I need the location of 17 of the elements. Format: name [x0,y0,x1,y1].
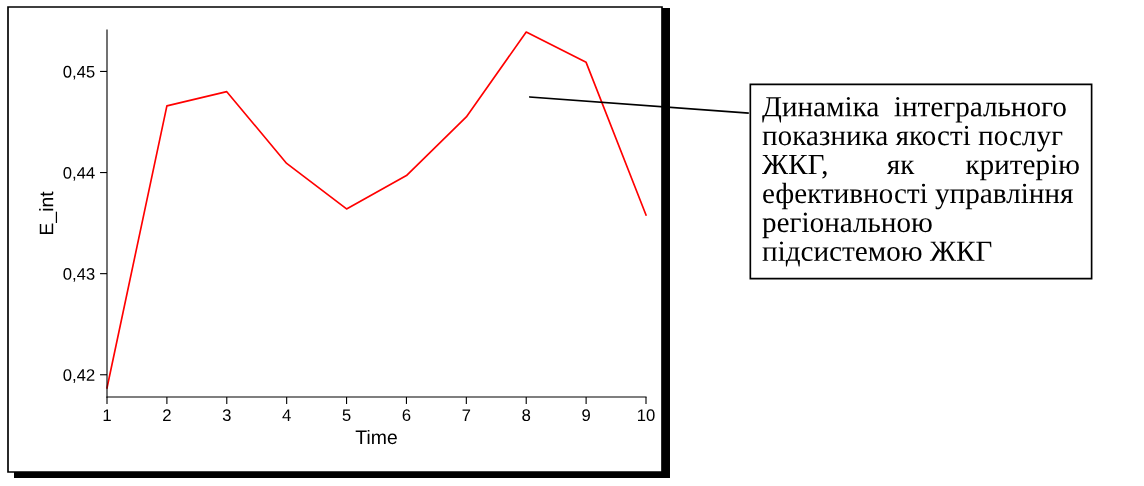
y-tick-label: 0,44 [63,166,95,181]
x-tick-label: 8 [522,409,531,422]
y-tick-label: 0,43 [63,268,95,282]
x-tick-label: 5 [342,409,351,422]
y-tick-label: 0,42 [63,369,95,383]
x-tick-label: 6 [402,409,411,422]
x-tick-label: 2 [163,409,171,421]
x-tick-label: 10 [638,409,655,422]
x-tick-label: 7 [462,409,471,421]
x-tick-label: 9 [582,409,590,422]
y-tick-label: 0,45 [63,65,95,80]
x-tick-label: 4 [282,409,291,421]
x-axis-title: Time [355,429,397,445]
x-tick-label: 1 [103,409,111,421]
x-tick-label: 3 [222,409,231,422]
text: Динаміка інтегрального показника якості послуг ЖКГ, як критерію ефективності управління регіональною підсистемою ЖКГ [762,96,1079,267]
y-axis-title: E_int [39,191,58,235]
